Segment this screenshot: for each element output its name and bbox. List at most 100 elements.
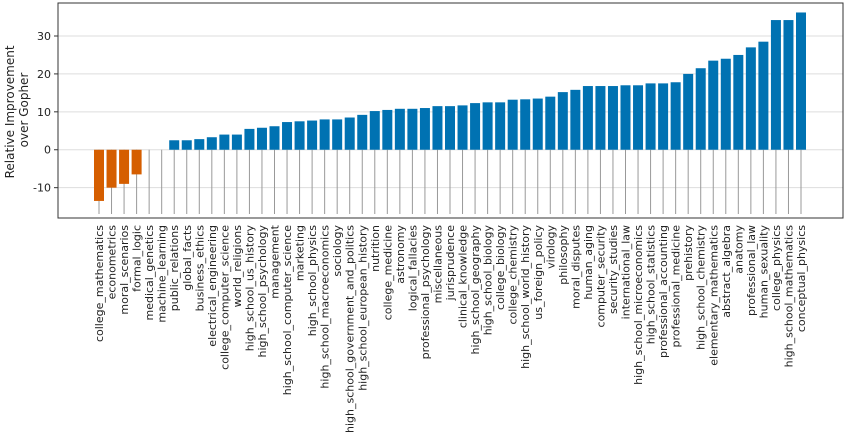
x-tick-label: philosophy bbox=[557, 225, 570, 285]
x-tick-label: elementary_mathematics bbox=[707, 225, 720, 366]
x-tick-label: professional_law bbox=[745, 225, 758, 316]
x-tick-label: high_school_computer_science bbox=[281, 225, 294, 395]
bar bbox=[670, 82, 681, 150]
x-tick-label: professional_accounting bbox=[657, 225, 670, 358]
x-tick-label: college_physics bbox=[770, 225, 783, 311]
bar bbox=[758, 41, 769, 150]
x-tick-label: college_medicine bbox=[381, 225, 394, 321]
bar bbox=[470, 103, 481, 150]
x-tick-label: high_school_macroeconomics bbox=[319, 225, 332, 389]
bar bbox=[307, 120, 318, 150]
bar bbox=[394, 108, 405, 150]
bar bbox=[294, 121, 305, 150]
x-tick-label: college_computer_science bbox=[218, 225, 231, 370]
bar bbox=[683, 73, 694, 150]
x-tick-label: college_mathematics bbox=[93, 225, 106, 342]
bar bbox=[532, 98, 543, 150]
x-tick-label: astronomy bbox=[394, 225, 407, 284]
bar bbox=[520, 99, 531, 150]
x-tick-label: college_chemistry bbox=[507, 225, 520, 325]
x-tick-label: medical_genetics bbox=[143, 225, 156, 321]
bar bbox=[231, 134, 242, 150]
y-tick-label: 30 bbox=[37, 30, 51, 43]
bar bbox=[457, 105, 468, 150]
y-tick-label: 10 bbox=[37, 106, 51, 119]
x-tick-label: public_relations bbox=[168, 225, 181, 312]
bar bbox=[344, 117, 355, 150]
y-axis-label: Relative Improvement over Gopher bbox=[3, 42, 31, 179]
x-tick-label: electrical_engineering bbox=[206, 225, 219, 347]
x-tick-label: high_school_microeconomics bbox=[632, 225, 645, 385]
x-tick-label: international_law bbox=[620, 225, 633, 319]
x-tick-label: prehistory bbox=[682, 225, 695, 281]
x-tick-label: high_school_european_history bbox=[356, 225, 369, 391]
bar bbox=[256, 127, 267, 150]
bar bbox=[720, 58, 731, 150]
x-tick-label: global_facts bbox=[181, 225, 194, 291]
bar bbox=[369, 111, 380, 150]
y-tick-label: 0 bbox=[44, 144, 51, 157]
bar bbox=[332, 119, 343, 150]
bar bbox=[796, 12, 806, 150]
y-axis-label-line: Relative Improvement bbox=[3, 45, 17, 178]
x-tick-label: security_studies bbox=[607, 225, 620, 314]
bar bbox=[419, 108, 430, 150]
x-tick-label: world_religions bbox=[231, 225, 244, 308]
bar bbox=[445, 106, 455, 150]
bar bbox=[545, 96, 556, 150]
bar bbox=[319, 119, 330, 150]
x-tick-label: formal_logic bbox=[131, 225, 144, 292]
x-tick-label: miscellaneous bbox=[431, 225, 444, 304]
x-tick-label: professional_psychology bbox=[419, 225, 432, 360]
bar bbox=[658, 83, 669, 150]
bar bbox=[357, 114, 368, 150]
x-tick-label: virology bbox=[544, 225, 557, 269]
bar bbox=[620, 85, 631, 150]
x-tick-label: sociology bbox=[331, 225, 344, 277]
bar bbox=[169, 140, 180, 150]
bar bbox=[557, 92, 568, 150]
axes-frame bbox=[57, 2, 844, 219]
bar bbox=[783, 20, 794, 150]
x-tick-label: moral_scenarios bbox=[118, 225, 131, 315]
x-tick-label: machine_learning bbox=[156, 225, 169, 323]
bar bbox=[570, 89, 581, 150]
bar bbox=[131, 149, 142, 175]
bar bbox=[269, 126, 280, 150]
bar bbox=[181, 140, 192, 150]
bar bbox=[482, 102, 493, 150]
x-tick-label: abstract_algebra bbox=[720, 225, 733, 318]
x-tick-label: econometrics bbox=[106, 225, 119, 300]
y-tick-label: -10 bbox=[33, 182, 51, 195]
bar bbox=[770, 20, 781, 150]
bar bbox=[507, 99, 518, 150]
bar bbox=[119, 149, 130, 184]
bar bbox=[206, 137, 217, 150]
x-tick-label: moral_disputes bbox=[569, 225, 582, 309]
bar bbox=[106, 149, 117, 188]
x-tick-label: high_school_government_and_politics bbox=[344, 225, 357, 433]
bar bbox=[607, 86, 618, 150]
x-tick-label: high_school_us_history bbox=[243, 225, 256, 352]
bar bbox=[633, 85, 644, 150]
x-tick-label: logical_fallacies bbox=[406, 225, 419, 312]
x-tick-label: anatomy bbox=[732, 225, 745, 274]
x-tick-label: human_aging bbox=[582, 225, 595, 300]
x-tick-label: high_school_chemistry bbox=[695, 225, 708, 350]
bar bbox=[282, 122, 293, 150]
y-axis-label-line: over Gopher bbox=[17, 73, 31, 148]
x-tick-label: high_school_statistics bbox=[645, 225, 658, 345]
bar bbox=[645, 83, 656, 150]
bar bbox=[244, 128, 255, 150]
bar bbox=[708, 60, 719, 150]
x-tick-label: high_school_mathematics bbox=[782, 225, 795, 368]
bar bbox=[194, 139, 205, 150]
bar bbox=[695, 68, 706, 150]
x-tick-label: college_biology bbox=[494, 225, 507, 310]
x-tick-label: high_school_world_history bbox=[519, 225, 532, 369]
bar bbox=[219, 134, 230, 150]
x-tick-label: management bbox=[269, 224, 282, 298]
x-tick-label: professional_medicine bbox=[670, 225, 683, 348]
x-tick-label: high_school_psychology bbox=[256, 225, 269, 358]
